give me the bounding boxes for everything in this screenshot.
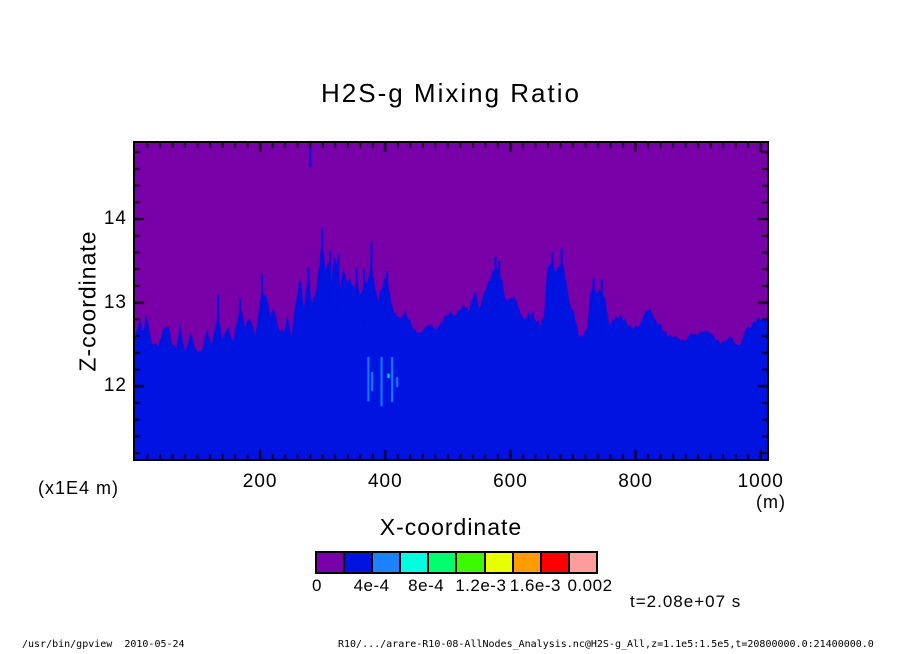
page-title: H2S-g Mixing Ratio: [321, 78, 581, 108]
y-tick-label-13: 13: [103, 291, 127, 313]
x-tick-label-200: 200: [242, 471, 278, 492]
colorbar-cell-8: [541, 553, 570, 572]
plot-area: [133, 141, 769, 461]
colorbar-label-0: 0: [312, 576, 322, 595]
colorbar-label-2: 8e-4: [408, 576, 445, 595]
x-tick-label-400: 400: [367, 471, 403, 492]
colorbar: [315, 551, 598, 574]
colorbar-cell-7: [513, 553, 542, 572]
x-tick-label-600: 600: [493, 471, 528, 492]
colorbar-cell-3: [401, 553, 430, 572]
x-tick-label-1000: 1000: [737, 471, 784, 492]
colorbar-cell-6: [485, 553, 514, 572]
y-axis-unit-label: (x1E4 m): [38, 478, 120, 498]
colorbar-label-3: 1.2e-3: [455, 576, 507, 595]
colorbar-cell-2: [373, 553, 402, 572]
y-tick-label-14: 14: [103, 208, 127, 230]
footer-command-line: /usr/bin/gpview 2010-05-24: [22, 639, 185, 650]
colorbar-label-1: 4e-4: [353, 576, 390, 595]
colorbar-cell-0: [317, 553, 346, 572]
colorbar-label-4: 1.6e-3: [509, 576, 561, 595]
x-axis-unit-label: (m): [756, 492, 786, 512]
time-stamp-label: t=2.08e+07 s: [630, 592, 742, 611]
colorbar-cell-4: [429, 553, 458, 572]
colorbar-cell-1: [345, 553, 374, 572]
contour-plot-canvas: [135, 143, 767, 459]
colorbar-cell-5: [457, 553, 486, 572]
x-axis-label: X-coordinate: [379, 514, 523, 540]
y-tick-label-12: 12: [103, 375, 127, 397]
colorbar-cell-9: [569, 553, 596, 572]
footer-file-path: R10/.../arare-R10-08-AllNodes_Analysis.n…: [338, 639, 874, 650]
colorbar-label-5: 0.002: [567, 576, 613, 595]
x-tick-label-800: 800: [618, 471, 653, 492]
